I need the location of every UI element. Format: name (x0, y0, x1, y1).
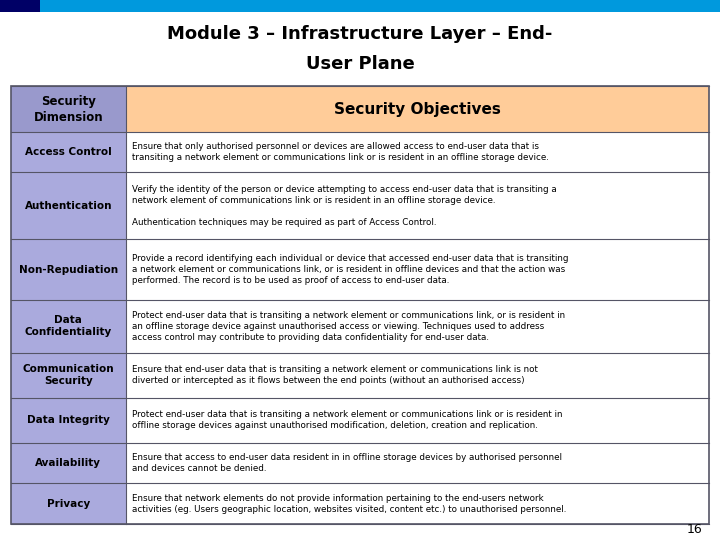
Bar (0, 0, 720, 12)
Bar (11, 172, 126, 239)
Text: Ensure that network elements do not provide information pertaining to the end-us: Ensure that network elements do not prov… (132, 494, 566, 514)
Bar (126, 443, 709, 483)
Bar (11, 443, 126, 483)
Bar (126, 483, 709, 524)
Text: Authentication: Authentication (24, 200, 112, 211)
Text: Privacy: Privacy (47, 498, 90, 509)
Bar (126, 398, 709, 443)
Text: Ensure that only authorised personnel or devices are allowed access to end-user : Ensure that only authorised personnel or… (132, 142, 549, 162)
Bar (126, 300, 709, 353)
Text: Data
Confidentiality: Data Confidentiality (24, 315, 112, 338)
Bar (11, 132, 126, 172)
Text: Non-Repudiation: Non-Repudiation (19, 265, 118, 274)
Bar (0, 0, 40, 12)
Bar (11, 86, 709, 524)
Bar (11, 86, 126, 132)
Text: User Plane: User Plane (305, 55, 415, 73)
Text: Provide a record identifying each individual or device that accessed end-user da: Provide a record identifying each indivi… (132, 254, 568, 285)
Text: Data Integrity: Data Integrity (27, 415, 110, 426)
Bar (11, 239, 126, 300)
Text: Ensure that end-user data that is transiting a network element or communications: Ensure that end-user data that is transi… (132, 365, 538, 385)
Text: 16: 16 (686, 523, 702, 536)
Bar (11, 353, 126, 398)
Text: Ensure that access to end-user data resident in in offline storage devices by au: Ensure that access to end-user data resi… (132, 453, 562, 473)
Text: Protect end-user data that is transiting a network element or communications lin: Protect end-user data that is transiting… (132, 311, 565, 342)
Bar (126, 172, 709, 239)
Bar (11, 300, 126, 353)
Text: Module 3 – Infrastructure Layer – End-: Module 3 – Infrastructure Layer – End- (167, 25, 553, 43)
Bar (11, 483, 126, 524)
Text: Availability: Availability (35, 458, 102, 468)
Text: Security Objectives: Security Objectives (334, 102, 501, 117)
Text: Security
Dimension: Security Dimension (34, 94, 103, 124)
Text: Communication
Security: Communication Security (22, 364, 114, 386)
Bar (126, 239, 709, 300)
Bar (0, 12, 720, 84)
Text: Protect end-user data that is transiting a network element or communications lin: Protect end-user data that is transiting… (132, 410, 562, 430)
Text: Access Control: Access Control (25, 147, 112, 157)
Bar (126, 132, 709, 172)
Bar (11, 398, 126, 443)
Bar (126, 86, 709, 132)
Bar (126, 353, 709, 398)
Text: Verify the identity of the person or device attempting to access end-user data t: Verify the identity of the person or dev… (132, 185, 557, 227)
